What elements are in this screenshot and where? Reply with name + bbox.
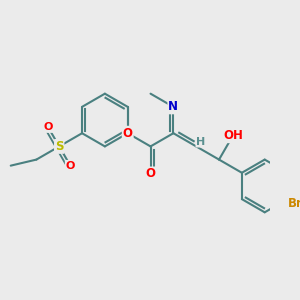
- Text: Br: Br: [288, 197, 300, 210]
- Text: O: O: [66, 161, 75, 171]
- Text: OH: OH: [223, 129, 243, 142]
- Text: O: O: [123, 127, 133, 140]
- Text: O: O: [146, 167, 155, 181]
- Text: N: N: [168, 100, 178, 113]
- Text: S: S: [55, 140, 64, 153]
- Text: H: H: [196, 136, 206, 147]
- Text: O: O: [43, 122, 53, 132]
